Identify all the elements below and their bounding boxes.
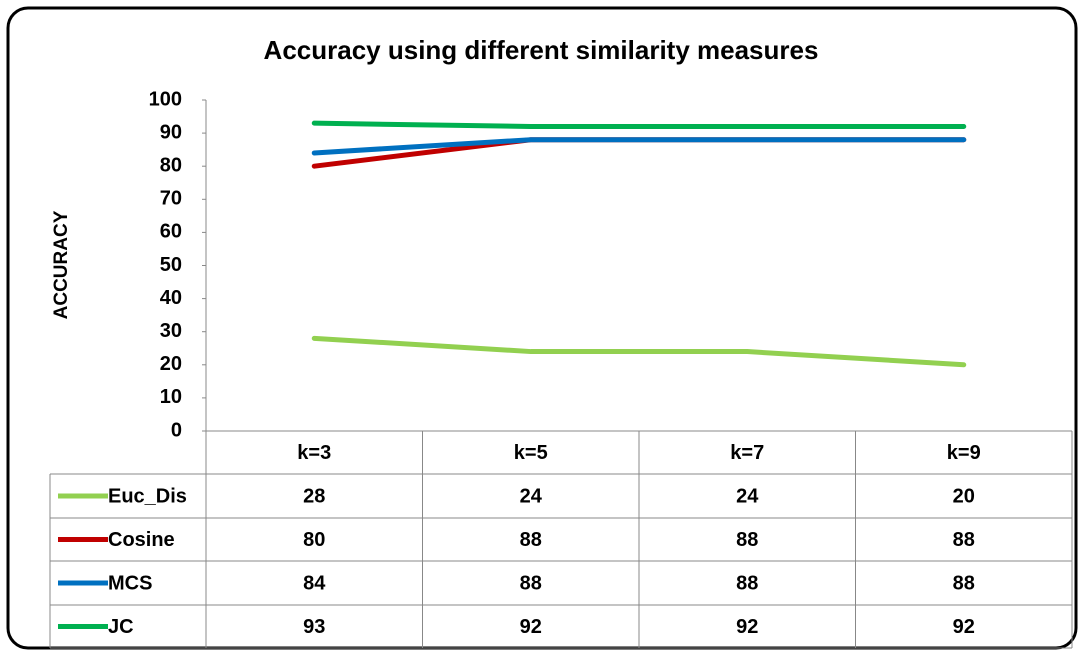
chart-title: Accuracy using different similarity meas… bbox=[264, 35, 819, 65]
x-tick-label: k=7 bbox=[730, 442, 764, 464]
legend-label: Euc_Dis bbox=[108, 485, 187, 507]
table-value: 24 bbox=[520, 485, 543, 507]
series-line bbox=[311, 335, 967, 368]
x-tick-label: k=5 bbox=[514, 442, 548, 464]
y-tick-label: 20 bbox=[160, 353, 182, 375]
table-value: 80 bbox=[303, 529, 325, 551]
series-line bbox=[311, 137, 967, 156]
y-tick-label: 60 bbox=[160, 221, 182, 243]
table-value: 88 bbox=[736, 572, 758, 594]
table-value: 28 bbox=[303, 485, 325, 507]
table-value: 92 bbox=[736, 616, 758, 638]
table-value: 88 bbox=[953, 529, 975, 551]
table-value: 93 bbox=[303, 616, 325, 638]
table-value: 24 bbox=[736, 485, 759, 507]
legend-label: MCS bbox=[108, 572, 152, 594]
y-tick-label: 10 bbox=[160, 386, 182, 408]
table-value: 84 bbox=[303, 572, 326, 594]
table-value: 88 bbox=[520, 529, 542, 551]
y-tick-label: 40 bbox=[160, 287, 182, 309]
series-line bbox=[311, 120, 967, 129]
y-tick-label: 30 bbox=[160, 320, 182, 342]
y-axis-label: ACCURACY bbox=[51, 210, 72, 319]
y-tick-label: 70 bbox=[160, 188, 182, 210]
table-value: 88 bbox=[520, 572, 542, 594]
table-value: 92 bbox=[520, 616, 542, 638]
y-tick-label: 50 bbox=[160, 254, 182, 276]
y-tick-label: 0 bbox=[171, 419, 182, 441]
table-value: 92 bbox=[953, 616, 975, 638]
x-tick-label: k=9 bbox=[947, 442, 981, 464]
table-value: 20 bbox=[953, 485, 975, 507]
legend-label: Cosine bbox=[108, 529, 175, 551]
y-tick-label: 90 bbox=[160, 121, 182, 143]
table-value: 88 bbox=[953, 572, 975, 594]
y-tick-label: 100 bbox=[149, 88, 182, 110]
y-tick-label: 80 bbox=[160, 154, 182, 176]
legend-label: JC bbox=[108, 616, 134, 638]
x-tick-label: k=3 bbox=[297, 442, 331, 464]
table-value: 88 bbox=[736, 529, 758, 551]
